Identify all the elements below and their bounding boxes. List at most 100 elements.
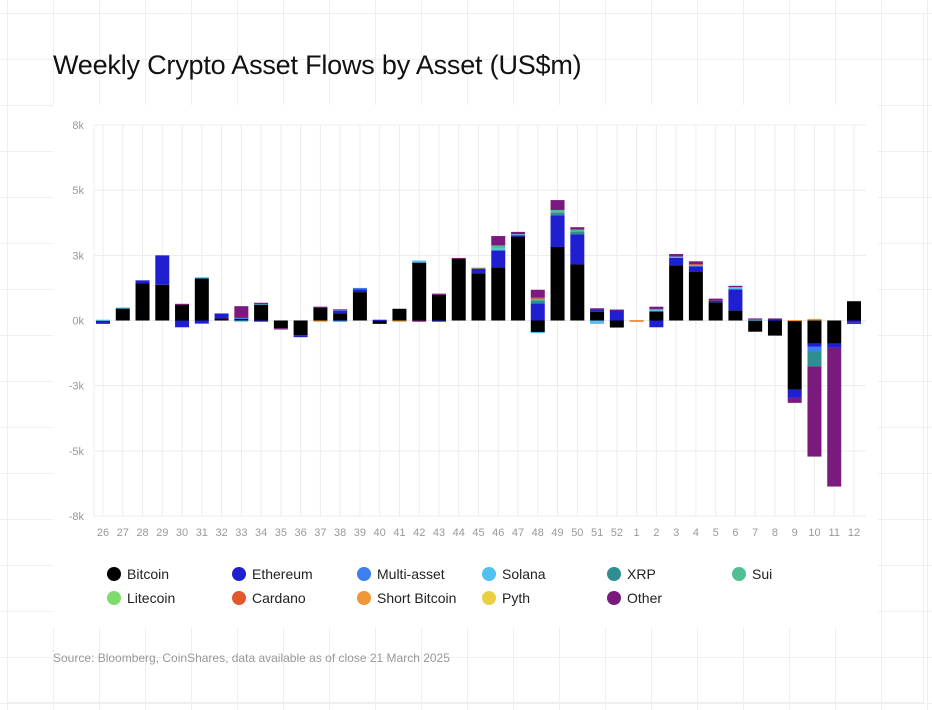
bar-bitcoin-week-5: [708, 302, 723, 321]
x-tick-label: 7: [752, 527, 758, 539]
bar-other-week-9: [787, 397, 802, 403]
legend-swatch-icon: [482, 591, 496, 605]
legend-swatch-icon: [232, 567, 246, 581]
bar-bitcoin-week-11: [827, 320, 842, 344]
bar-solana-week-48: [530, 331, 545, 334]
bar-other-week-46: [491, 236, 506, 246]
bar-bitcoin-week-51: [590, 311, 605, 321]
legend-label: Litecoin: [127, 590, 176, 606]
bar-ethereum-week-31: [194, 320, 209, 324]
x-tick-label: 5: [713, 527, 719, 539]
legend-swatch-icon: [107, 591, 121, 605]
bar-ethereum-week-34: [254, 320, 269, 322]
bar-bitcoin-week-31: [194, 278, 209, 321]
y-tick-label: 0k: [72, 316, 84, 328]
bar-other-week-10: [807, 366, 822, 457]
x-tick-label: 9: [792, 527, 798, 539]
bar-bitcoin-week-7: [748, 320, 763, 332]
legend-label: Pyth: [502, 590, 531, 606]
legend-item-litecoin: Litecoin: [107, 590, 175, 606]
bar-ethereum-week-49: [550, 215, 565, 247]
x-tick-label: 41: [393, 527, 405, 539]
bar-other-week-51: [590, 308, 605, 310]
bar-solana-week-4: [688, 265, 703, 267]
chart-title: Weekly Crypto Asset Flows by Asset (US$m…: [53, 50, 582, 80]
x-tick-label: 47: [512, 527, 524, 539]
bar-short-bitcoin-week-41: [392, 320, 407, 322]
bar-ethereum-week-46: [491, 250, 506, 268]
bar-other-week-5: [708, 298, 723, 301]
bar-ethereum-week-11: [827, 343, 842, 348]
bar-bitcoin-week-36: [293, 320, 308, 336]
legend-label: Multi-asset: [377, 566, 445, 582]
bar-solana-week-26: [96, 319, 110, 321]
legend-item-pyth: Pyth: [482, 590, 530, 606]
x-tick-label: 51: [591, 527, 603, 539]
x-tick-label: 26: [97, 527, 109, 539]
bar-other-week-7: [748, 318, 763, 320]
x-tick-label: 6: [732, 527, 738, 539]
bar-ethereum-week-32: [214, 313, 229, 319]
bar-other-week-42: [412, 320, 427, 322]
bar-other-week-38: [333, 309, 348, 311]
bar-other-week-48: [530, 289, 545, 298]
bar-multi-asset-week-33: [234, 317, 249, 320]
bar-bitcoin-week-27: [115, 308, 130, 321]
bar-solana-week-6: [728, 287, 743, 290]
bar-solana-week-3: [669, 256, 684, 258]
legend-swatch-icon: [607, 591, 621, 605]
legend-swatch-icon: [357, 591, 371, 605]
bar-ethereum-week-47: [511, 235, 526, 237]
x-tick-label: 34: [255, 527, 267, 539]
bar-other-week-4: [688, 261, 703, 265]
legend-label: Cardano: [252, 590, 306, 606]
bar-ethereum-week-2: [649, 320, 664, 328]
y-tick-label: 3k: [72, 250, 84, 262]
bar-solana-week-33: [234, 320, 249, 322]
bar-ethereum-week-8: [767, 319, 782, 321]
bar-bitcoin-week-34: [254, 304, 269, 321]
bar-sui-week-48: [530, 298, 545, 301]
y-tick-label: -3k: [69, 381, 85, 393]
bar-bitcoin-week-30: [175, 304, 190, 321]
bar-ethereum-week-29: [155, 255, 170, 285]
bar-ethereum-week-39: [352, 289, 367, 293]
bar-bitcoin-week-48: [530, 320, 545, 332]
bar-ethereum-week-28: [135, 280, 150, 284]
bar-short-bitcoin-week-9: [787, 319, 802, 322]
bar-bitcoin-week-45: [471, 273, 486, 321]
bar-other-week-30: [175, 303, 190, 306]
x-tick-label: 32: [215, 527, 227, 539]
bar-other-week-49: [550, 200, 565, 210]
legend-label: Other: [627, 590, 663, 606]
legend-swatch-icon: [732, 567, 746, 581]
bar-pyth-week-45: [471, 267, 486, 269]
y-tick-label: -8k: [69, 511, 85, 523]
bar-other-week-8: [767, 318, 782, 320]
legend-item-sui: Sui: [732, 566, 772, 582]
x-tick-label: 52: [611, 527, 623, 539]
bar-solana-week-7: [748, 319, 763, 321]
bar-other-week-37: [313, 306, 328, 308]
x-tick-label: 3: [673, 527, 679, 539]
legend-label: Sui: [752, 566, 773, 582]
bar-solana-week-51: [590, 320, 605, 324]
legend-swatch-icon: [357, 567, 371, 581]
bar-ethereum-week-6: [728, 289, 743, 311]
chart-panel: [53, 105, 878, 628]
bar-ethereum-week-45: [471, 268, 486, 274]
bar-bitcoin-week-47: [511, 236, 526, 321]
bar-multi-asset-week-38: [333, 320, 348, 322]
x-tick-label: 45: [472, 527, 484, 539]
legend-item-xrp: XRP: [607, 566, 656, 582]
x-tick-label: 2: [653, 527, 659, 539]
x-tick-label: 39: [354, 527, 366, 539]
legend-swatch-icon: [607, 567, 621, 581]
bar-short-bitcoin-week-1: [629, 319, 644, 322]
x-tick-label: 27: [117, 527, 129, 539]
bar-ethereum-week-26: [96, 321, 110, 324]
x-tick-label: 8: [772, 527, 778, 539]
x-tick-label: 37: [314, 527, 326, 539]
bar-bitcoin-week-46: [491, 267, 506, 321]
